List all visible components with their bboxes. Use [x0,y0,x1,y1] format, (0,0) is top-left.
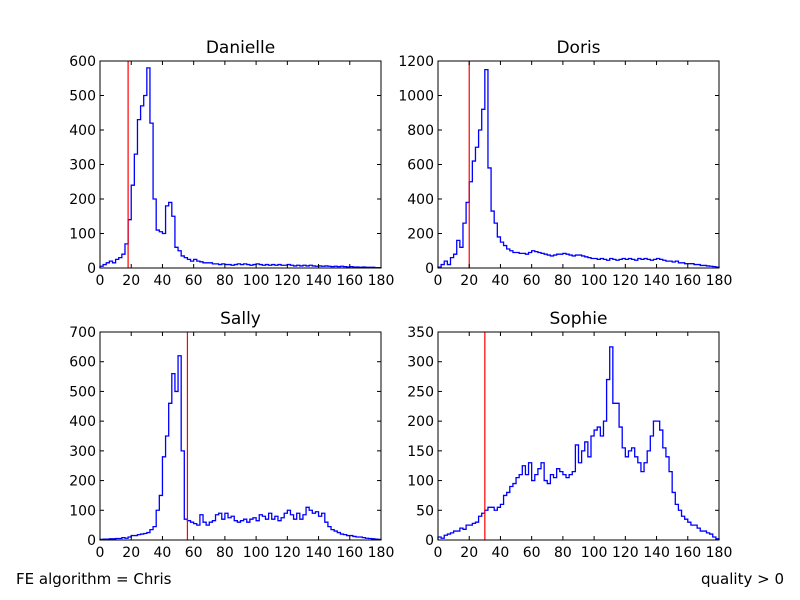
subplot-title: Doris [556,38,600,58]
y-tick-label: 600 [69,54,96,70]
subplot-doris: Doris 0 20 40 60 80 100 120 140 160 180 0 200 400 600 8… [398,38,732,289]
axes-frame [99,60,382,269]
x-tick-label: 20 [122,273,140,289]
y-tick-label: 400 [69,123,96,139]
x-tick-label: 180 [368,273,395,289]
y-tick-label: 400 [407,192,434,208]
y-tick-label: 500 [69,89,96,105]
y-tick-label: 100 [69,227,96,243]
y-tick-label: 250 [407,384,434,400]
y-tick-label: 50 [416,503,434,519]
x-tick-label: 60 [523,273,541,289]
x-tick-label: 40 [492,545,510,561]
x-tick-label: 60 [185,545,203,561]
y-tick-label: 600 [407,158,434,174]
histogram-line [437,68,720,268]
x-tick-label: 20 [460,273,478,289]
x-tick-label: 140 [643,545,670,561]
axes-frame [99,331,382,541]
x-tick-label: 80 [554,273,572,289]
x-tick-label: 180 [706,545,733,561]
x-tick-label: 20 [122,545,140,561]
y-tick-label: 200 [69,474,96,490]
x-tick-label: 140 [305,545,332,561]
x-tick-label: 120 [274,273,301,289]
y-tick-label: 1000 [398,89,434,105]
y-tick-label: 200 [69,192,96,208]
histogram-line [99,67,382,269]
axes-frame [437,60,720,269]
x-tick-label: 140 [643,273,670,289]
x-tick-label: 20 [460,545,478,561]
histogram-line [99,355,382,541]
x-tick-label: 0 [96,273,105,289]
y-tick-label: 500 [69,384,96,400]
x-tick-label: 80 [216,545,234,561]
y-tick-label: 800 [407,123,434,139]
x-tick-label: 180 [706,273,733,289]
y-tick-label: 400 [69,414,96,430]
x-tick-label: 40 [154,545,172,561]
x-tick-label: 160 [336,273,363,289]
x-tick-label: 60 [523,545,541,561]
y-tick-label: 700 [69,325,96,341]
x-tick-label: 100 [243,545,270,561]
x-tick-label: 40 [492,273,510,289]
y-tick-label: 0 [425,261,434,277]
x-tick-label: 40 [154,273,172,289]
y-tick-label: 300 [407,355,434,371]
x-tick-label: 120 [274,545,301,561]
y-tick-label: 600 [69,355,96,371]
y-tick-label: 100 [69,503,96,519]
x-tick-label: 100 [243,273,270,289]
x-tick-label: 120 [612,273,639,289]
footer-algorithm-label: FE algorithm = Chris [16,570,172,588]
y-tick-label: 300 [69,444,96,460]
x-tick-label: 120 [612,545,639,561]
subplot-title: Sally [220,309,261,329]
x-tick-label: 0 [434,545,443,561]
x-tick-label: 180 [368,545,395,561]
y-tick-label: 300 [69,158,96,174]
x-tick-label: 160 [674,273,701,289]
x-tick-label: 0 [96,545,105,561]
x-tick-label: 60 [185,273,203,289]
y-tick-label: 200 [407,227,434,243]
axes-frame [437,331,720,541]
x-tick-label: 140 [305,273,332,289]
y-tick-label: 150 [407,444,434,460]
footer-quality-label: quality > 0 [701,570,784,588]
x-tick-label: 100 [581,273,608,289]
y-tick-label: 0 [87,533,96,549]
subplot-title: Sophie [550,309,608,329]
y-tick-label: 200 [407,414,434,430]
x-tick-label: 80 [554,545,572,561]
x-tick-label: 0 [434,273,443,289]
subplot-title: Danielle [206,38,275,58]
y-tick-label: 1200 [398,54,434,70]
y-tick-label: 100 [407,474,434,490]
x-tick-label: 100 [581,545,608,561]
y-tick-label: 0 [425,533,434,549]
y-tick-label: 350 [407,325,434,341]
x-tick-label: 160 [674,545,701,561]
x-tick-label: 80 [216,273,234,289]
y-tick-label: 0 [87,261,96,277]
histogram-line [437,346,720,540]
x-tick-label: 160 [336,545,363,561]
